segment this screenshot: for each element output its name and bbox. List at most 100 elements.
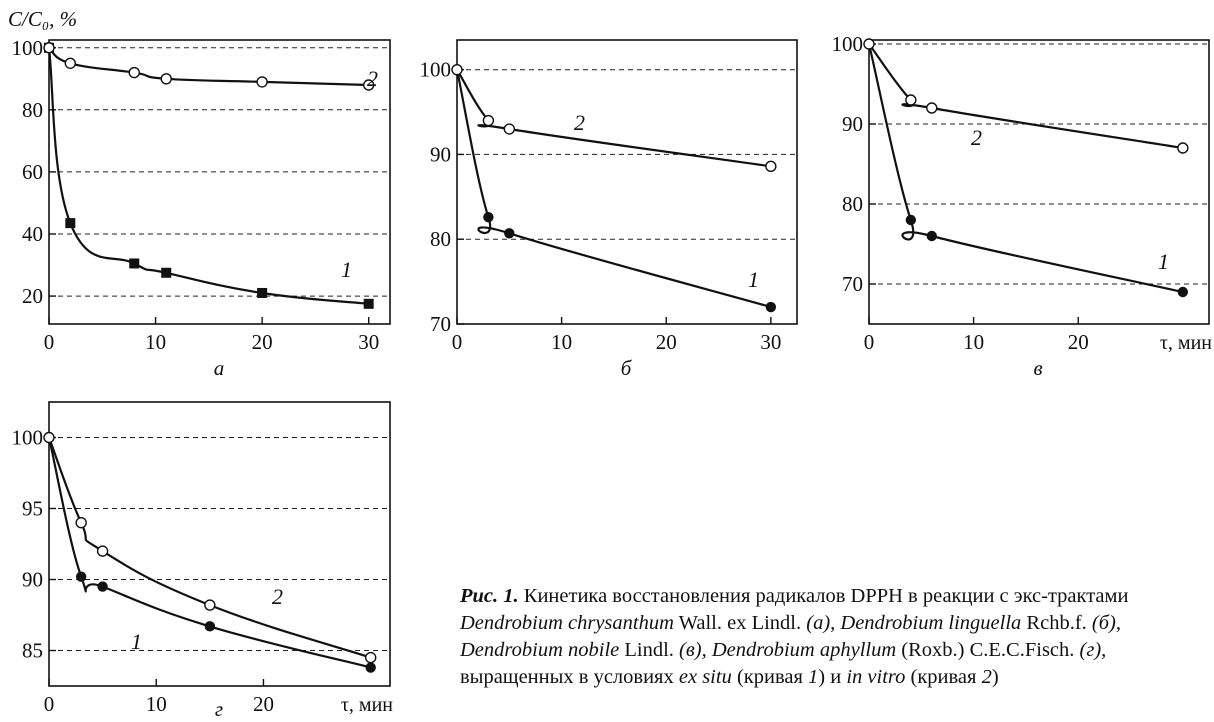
curve-label-2: 2 (971, 125, 982, 150)
data-point-open (75, 517, 87, 529)
chart-panel-d: 85 90 95 100 0 10 20 τ, мин 1 2 г (12, 401, 393, 721)
curve-2 (456, 69, 771, 168)
plot-frame (456, 39, 798, 325)
x-tick-label: 30 (358, 330, 379, 354)
data-point-filled (765, 301, 777, 313)
y-tick-label: 100 (12, 426, 44, 450)
y-tick-label: 90 (430, 142, 451, 166)
x-tick-label: 10 (146, 692, 167, 716)
data-point-filled (204, 621, 216, 632)
panel-label: г (215, 697, 223, 721)
y-tick-label: 95 (22, 497, 43, 521)
panel-label: б (621, 356, 633, 380)
data-point-filled (483, 211, 494, 223)
data-point-open (364, 651, 377, 664)
caption-panel-c: (в), (679, 639, 712, 661)
figure-caption: Рис. 1. Кинетика восстановления радикало… (460, 583, 1208, 691)
chart-panel-b: 70 80 90 100 0 10 20 30 1 2 б (420, 39, 798, 380)
data-point-square (129, 258, 140, 269)
curve-label-1: 1 (341, 257, 352, 282)
data-point-square (363, 298, 374, 309)
caption-text: Кинетика восстановления радикалов DPPH в… (518, 585, 1129, 607)
x-tick-label: 10 (145, 330, 166, 354)
caption-text: (кривая (905, 666, 982, 688)
data-point-open (43, 42, 55, 54)
caption-curve-1: 1 (808, 666, 819, 688)
y-tick-label: 100 (12, 36, 44, 60)
caption-prefix: Рис. 1. (460, 585, 519, 607)
x-axis-unit-label: τ, мин (341, 694, 393, 716)
x-tick-label: 0 (44, 330, 55, 354)
data-point-open (451, 63, 463, 76)
x-tick-label: 0 (864, 330, 875, 354)
caption-text: ) (991, 666, 999, 688)
caption-species-b: Dendrobium linguella (840, 612, 1022, 634)
x-tick-label: 20 (252, 330, 273, 354)
y-tick-label: 85 (22, 639, 43, 663)
y-axis-label: C/C₀, % (8, 7, 77, 31)
caption-species-a: Dendrobium chrysanthum (460, 612, 674, 634)
caption-panel-b: (б), (1091, 612, 1121, 634)
y-tick-label: 90 (22, 568, 43, 592)
data-point-open (926, 102, 938, 114)
data-point-open (482, 114, 495, 127)
data-point-open (128, 66, 140, 79)
caption-author-a: Wall. ex Lindl. (673, 612, 807, 634)
x-tick-label: 0 (44, 692, 55, 716)
x-tick-label: 0 (452, 330, 463, 354)
caption-in-vitro: in vitro (846, 666, 906, 688)
x-tick-label: 10 (963, 330, 984, 354)
data-point-open (204, 599, 216, 611)
y-tick-label: 80 (22, 98, 43, 122)
data-point-open (863, 38, 875, 50)
y-tick-label: 90 (842, 112, 863, 136)
caption-curve-2: 2 (981, 666, 992, 688)
chart-panel-c: 70 80 90 100 0 10 20 τ, мин 1 2 в (832, 32, 1213, 380)
data-point-filled (75, 571, 87, 582)
caption-text: выращенных в условиях (460, 666, 679, 688)
caption-ex-situ: ex situ (678, 666, 732, 688)
data-point-square (257, 287, 268, 298)
y-tick-label: 100 (832, 32, 864, 56)
curve-1 (867, 43, 1184, 294)
data-point-open (905, 94, 917, 106)
y-tick-label: 20 (22, 284, 43, 308)
data-point-open (503, 123, 516, 135)
y-tick-label: 100 (420, 58, 452, 82)
data-point-filled (504, 228, 515, 239)
curve-label-1: 1 (131, 629, 142, 654)
curve-2 (868, 43, 1183, 150)
data-point-filled (905, 214, 917, 226)
data-point-open (43, 431, 55, 444)
data-point-open (96, 545, 109, 557)
curve-label-2: 2 (574, 110, 585, 135)
curve-label-2: 2 (272, 584, 283, 609)
y-tick-label: 60 (22, 160, 43, 184)
data-point-filled (97, 581, 108, 592)
data-point-filled (1177, 286, 1189, 298)
plot-frame (48, 401, 391, 687)
curve-1 (47, 47, 369, 305)
curve-2 (47, 437, 372, 659)
y-tick-label: 80 (842, 192, 863, 216)
panel-label: в (1033, 356, 1042, 380)
caption-text: (кривая (731, 666, 809, 688)
data-point-open (362, 79, 375, 91)
x-tick-label: 20 (656, 330, 677, 354)
curve-2 (48, 46, 369, 87)
curve-label-1: 1 (748, 267, 759, 292)
data-point-open (64, 57, 77, 69)
x-tick-label: 10 (551, 330, 572, 354)
data-point-open (765, 160, 777, 173)
plot-frame (48, 39, 391, 325)
caption-species-d: Dendrobium aphyllum (711, 639, 897, 661)
curve-1 (455, 69, 772, 309)
data-point-filled (365, 662, 376, 673)
caption-panel-a: (а), (806, 612, 841, 634)
y-tick-label: 70 (430, 312, 451, 336)
caption-species-c: Dendrobium nobile (460, 639, 620, 661)
caption-author-b: Rchb.f. (1021, 612, 1092, 634)
chart-panel-a: 20 40 60 80 100 0 10 20 30 1 2 а (12, 36, 391, 380)
